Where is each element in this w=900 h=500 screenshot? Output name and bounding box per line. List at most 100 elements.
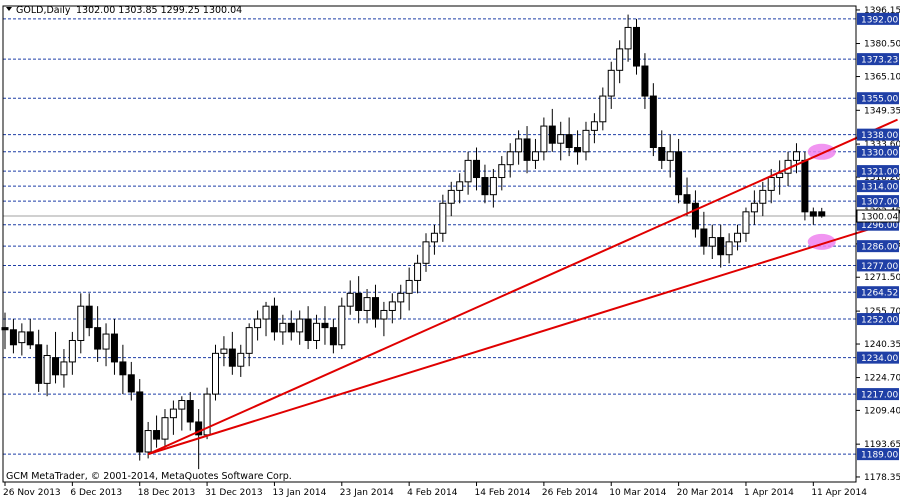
candle-bear[interactable] bbox=[700, 228, 708, 247]
candle-bull[interactable] bbox=[338, 305, 346, 346]
candle-bull[interactable] bbox=[725, 241, 733, 256]
candle-bear[interactable] bbox=[675, 151, 683, 196]
candle-bull[interactable] bbox=[515, 138, 523, 153]
candle-bull[interactable] bbox=[616, 48, 624, 71]
candle-bear[interactable] bbox=[127, 374, 135, 393]
candle-bull[interactable] bbox=[178, 400, 186, 410]
candle-bear[interactable] bbox=[473, 159, 481, 179]
candle-bear[interactable] bbox=[683, 194, 691, 204]
candle-bull[interactable] bbox=[254, 318, 262, 329]
candle-bear[interactable] bbox=[809, 211, 817, 217]
candle-bull[interactable] bbox=[262, 305, 270, 320]
candle-bear[interactable] bbox=[94, 327, 102, 350]
candle-bear[interactable] bbox=[1, 327, 9, 331]
candle-bull[interactable] bbox=[279, 322, 287, 333]
candle-bull[interactable] bbox=[666, 151, 674, 161]
candle-bull[interactable] bbox=[624, 26, 632, 50]
candle-bear[interactable] bbox=[287, 322, 295, 333]
candle-bull[interactable] bbox=[380, 309, 388, 320]
candle-bear[interactable] bbox=[153, 430, 161, 440]
candle-bull[interactable] bbox=[68, 339, 76, 363]
candle-bull[interactable] bbox=[734, 232, 742, 243]
candle-bull[interactable] bbox=[414, 262, 422, 281]
candle-bear[interactable] bbox=[633, 26, 640, 67]
candle-bull[interactable] bbox=[245, 327, 253, 354]
candle-bull[interactable] bbox=[161, 417, 169, 440]
candle-bull[interactable] bbox=[759, 189, 767, 204]
candle-bear[interactable] bbox=[818, 211, 826, 217]
candle-bull[interactable] bbox=[792, 151, 800, 161]
candle-bull[interactable] bbox=[590, 121, 598, 131]
plot-area[interactable] bbox=[1, 5, 898, 483]
candle-bull[interactable] bbox=[102, 333, 110, 350]
candle-bear[interactable] bbox=[801, 159, 809, 213]
candle-bull[interactable] bbox=[430, 232, 438, 243]
candle-bear[interactable] bbox=[136, 391, 144, 453]
candle-bear[interactable] bbox=[548, 125, 556, 144]
candle-bull[interactable] bbox=[456, 181, 464, 191]
candle-bull[interactable] bbox=[220, 348, 228, 354]
candle-bear[interactable] bbox=[228, 348, 236, 367]
candle-bear[interactable] bbox=[52, 357, 60, 376]
candle-bear[interactable] bbox=[26, 331, 34, 346]
time-axis[interactable]: 26 Nov 2013 6 Dec 2013 18 Dec 2013 31 Dec 2… bbox=[3, 482, 867, 498]
candle-bull[interactable] bbox=[405, 279, 413, 294]
candle-bear[interactable] bbox=[371, 297, 379, 320]
candle-bear[interactable] bbox=[321, 322, 329, 329]
candle-bull[interactable] bbox=[540, 125, 548, 153]
candle-bull[interactable] bbox=[388, 301, 396, 311]
candle-bull[interactable] bbox=[77, 305, 85, 341]
dropdown-triangle-icon[interactable] bbox=[6, 7, 12, 11]
price-axis[interactable]: 1396.15 1380.50 1365.10 1349.35 1333.60 1318.… bbox=[856, 6, 900, 483]
candle-bear[interactable] bbox=[35, 344, 43, 384]
candle-bear[interactable] bbox=[329, 327, 337, 346]
candle-bull[interactable] bbox=[557, 134, 565, 144]
candle-bull[interactable] bbox=[439, 202, 447, 234]
candle-bull[interactable] bbox=[489, 177, 497, 196]
candle-bear[interactable] bbox=[523, 138, 531, 161]
candle-bear[interactable] bbox=[270, 305, 278, 333]
candle-bull[interactable] bbox=[60, 361, 68, 376]
candle-bear[interactable] bbox=[186, 400, 194, 423]
candle-bull[interactable] bbox=[296, 318, 304, 333]
candle-bull[interactable] bbox=[767, 177, 775, 191]
candle-bear[interactable] bbox=[641, 65, 649, 97]
candle-bear[interactable] bbox=[691, 202, 699, 230]
candle-bull[interactable] bbox=[464, 159, 472, 183]
trendline[interactable] bbox=[147, 118, 898, 456]
candle-bull[interactable] bbox=[531, 151, 539, 161]
candle-bull[interactable] bbox=[422, 241, 430, 264]
candle-bear[interactable] bbox=[195, 421, 203, 436]
candle-bull[interactable] bbox=[750, 202, 758, 213]
candle-bear[interactable] bbox=[481, 177, 489, 196]
candle-bull[interactable] bbox=[43, 354, 51, 384]
candle-bull[interactable] bbox=[599, 95, 607, 123]
candle-bear[interactable] bbox=[304, 318, 312, 341]
candle-bear[interactable] bbox=[574, 147, 582, 153]
candle-bull[interactable] bbox=[313, 322, 321, 341]
candle-bull[interactable] bbox=[708, 237, 716, 247]
candle-bear[interactable] bbox=[355, 292, 363, 311]
candle-bull[interactable] bbox=[498, 164, 506, 179]
candle-bull[interactable] bbox=[363, 297, 371, 311]
candle-bear[interactable] bbox=[658, 147, 666, 161]
trendline[interactable] bbox=[147, 219, 898, 456]
candle-bear[interactable] bbox=[649, 95, 657, 149]
candle-bear[interactable] bbox=[9, 329, 17, 346]
candle-bull[interactable] bbox=[397, 292, 405, 303]
candle-bull[interactable] bbox=[742, 211, 750, 234]
candle-bull[interactable] bbox=[237, 352, 245, 367]
candle-bear[interactable] bbox=[85, 305, 93, 329]
candle-bear[interactable] bbox=[110, 333, 118, 363]
candle-bull[interactable] bbox=[607, 69, 615, 97]
candle-bull[interactable] bbox=[212, 352, 219, 395]
candle-bear[interactable] bbox=[119, 361, 127, 376]
candle-bull[interactable] bbox=[582, 129, 590, 153]
candle-bull[interactable] bbox=[169, 408, 177, 419]
candle-bear[interactable] bbox=[717, 237, 725, 256]
candle-bull[interactable] bbox=[506, 151, 514, 166]
candle-bull[interactable] bbox=[144, 430, 152, 453]
candle-bull[interactable] bbox=[18, 331, 26, 344]
candle-bull[interactable] bbox=[447, 189, 455, 204]
